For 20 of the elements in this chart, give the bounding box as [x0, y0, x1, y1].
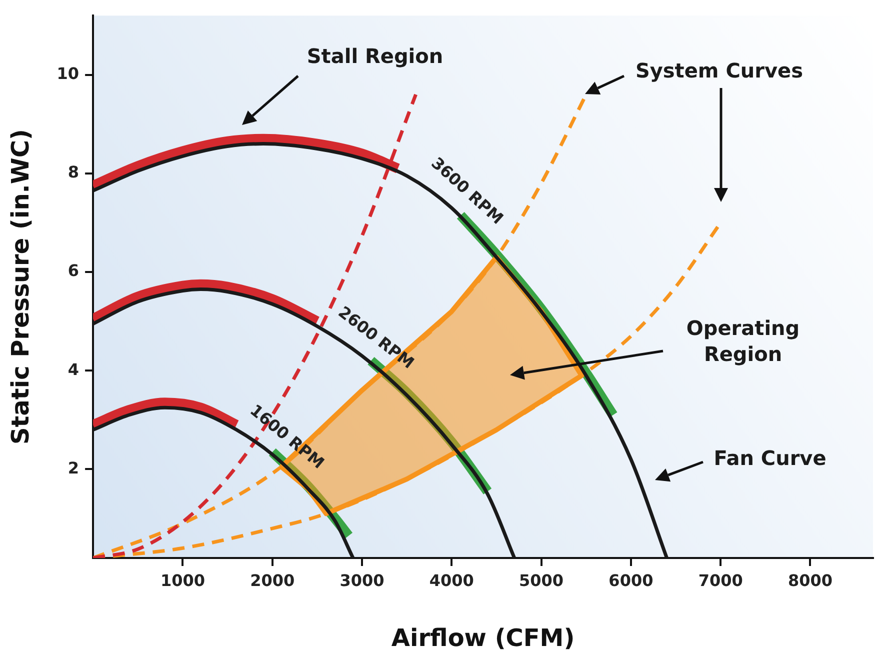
annotation: System Curves: [635, 58, 804, 83]
y-tick-label: 8: [68, 162, 80, 182]
x-tick-label: 6000: [608, 570, 654, 590]
x-tick-label: 1000: [160, 570, 205, 590]
y-tick-label: 6: [68, 261, 80, 280]
y-tick-label: 4: [68, 360, 80, 379]
y-tick-label: 10: [56, 64, 80, 83]
annotation: Fan Curve: [714, 446, 826, 470]
y-tick-label: 2: [68, 458, 80, 478]
annotation: Operating Region: [686, 316, 800, 366]
x-tick-label: 7000: [698, 570, 743, 590]
annotation: Stall Region: [306, 44, 444, 68]
x-tick-label: 3000: [340, 570, 384, 590]
line-series: [93, 92, 418, 558]
y-axis-title: Static Pressure (in.WC): [6, 129, 35, 445]
x-tick-label: 5000: [519, 570, 564, 590]
x-tick-label: 8000: [788, 570, 833, 590]
x-tick-label: 2000: [250, 570, 295, 590]
x-axis-title: Airflow (CFM): [391, 624, 575, 652]
x-tick-label: 4000: [429, 570, 474, 590]
